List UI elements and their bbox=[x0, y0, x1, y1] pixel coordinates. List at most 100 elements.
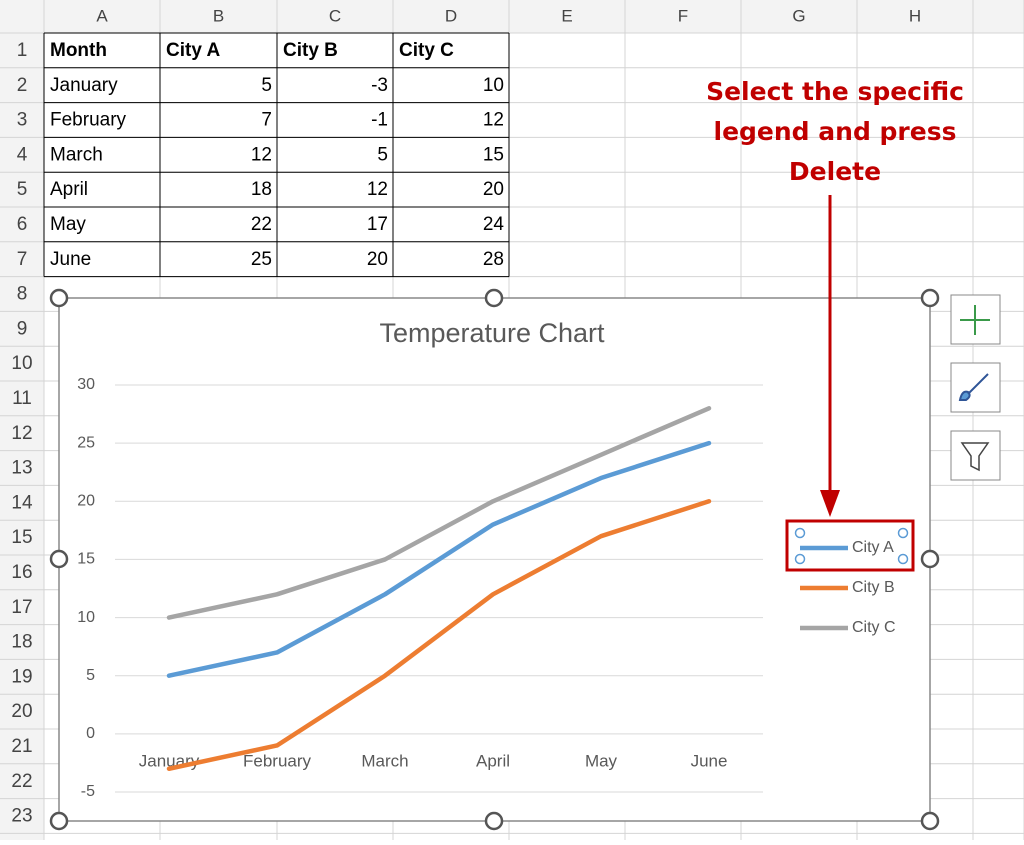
filter-icon bbox=[960, 442, 990, 472]
column-header: E bbox=[561, 6, 572, 25]
row-header: 3 bbox=[17, 110, 28, 131]
selection-handle bbox=[897, 553, 909, 565]
y-tick-label: 5 bbox=[86, 667, 95, 684]
arrow-head bbox=[820, 490, 840, 517]
table-cell: 28 bbox=[483, 249, 504, 270]
table-cell: 12 bbox=[251, 144, 272, 165]
series-line bbox=[166, 440, 712, 678]
legend-entry[interactable]: City B bbox=[852, 579, 895, 596]
table-cell: 20 bbox=[483, 179, 504, 200]
table-cell: June bbox=[50, 249, 91, 270]
table-cell: 10 bbox=[483, 75, 504, 96]
series-line bbox=[166, 406, 712, 620]
row-header: 7 bbox=[17, 249, 28, 270]
column-header-bar bbox=[0, 0, 1024, 33]
chart-handle bbox=[484, 811, 504, 831]
table-cell: 12 bbox=[483, 110, 504, 131]
table-cell: 17 bbox=[367, 214, 388, 235]
chart-handle bbox=[49, 811, 69, 831]
column-header: B bbox=[213, 6, 224, 25]
legend-entry[interactable]: City C bbox=[852, 619, 896, 636]
table-cell: April bbox=[50, 179, 88, 200]
y-tick-label: 0 bbox=[86, 725, 95, 742]
row-header: 13 bbox=[11, 458, 32, 479]
column-header: D bbox=[445, 6, 457, 25]
row-header: 1 bbox=[17, 40, 28, 61]
row-header: 5 bbox=[17, 179, 28, 200]
row-header: 6 bbox=[17, 214, 28, 235]
row-header: 8 bbox=[17, 284, 28, 305]
row-header: 19 bbox=[11, 666, 32, 687]
row-header: 14 bbox=[11, 492, 33, 513]
row-header: 20 bbox=[11, 701, 32, 722]
x-tick-label: February bbox=[243, 751, 312, 770]
row-header: 23 bbox=[11, 806, 32, 827]
row-header: 10 bbox=[11, 353, 32, 374]
chart-handle bbox=[920, 549, 940, 569]
row-header: 11 bbox=[12, 388, 32, 409]
column-header: F bbox=[678, 6, 688, 25]
row-header: 15 bbox=[11, 527, 32, 548]
selection-handle bbox=[897, 527, 909, 539]
selection-handle bbox=[794, 553, 806, 565]
table-cell: 18 bbox=[251, 179, 272, 200]
row-header: 18 bbox=[11, 632, 32, 653]
chart-handle bbox=[920, 811, 940, 831]
table-cell: 15 bbox=[483, 144, 504, 165]
row-header: 4 bbox=[17, 144, 28, 165]
brush-icon bbox=[958, 373, 989, 401]
table-header-cell: City B bbox=[283, 40, 338, 61]
y-tick-label: 10 bbox=[77, 609, 95, 626]
y-tick-label: 20 bbox=[77, 493, 95, 510]
annotation: Select the specific legend and press Del… bbox=[706, 77, 964, 186]
table-cell: 12 bbox=[367, 179, 388, 200]
table-cell: 22 bbox=[251, 214, 272, 235]
chart-title: Temperature Chart bbox=[379, 318, 605, 348]
table-cell: -3 bbox=[371, 75, 388, 96]
chart-handle bbox=[49, 288, 69, 308]
table-cell: 5 bbox=[261, 75, 272, 96]
row-header: 2 bbox=[17, 75, 28, 96]
row-header: 9 bbox=[17, 318, 28, 339]
table-cell: January bbox=[50, 75, 118, 96]
column-header: A bbox=[96, 6, 108, 25]
table-header-cell: Month bbox=[50, 40, 107, 61]
row-header: 12 bbox=[11, 423, 32, 444]
table-header-cell: City C bbox=[399, 40, 454, 61]
filter-button[interactable] bbox=[950, 430, 1001, 481]
row-header-bar bbox=[0, 0, 44, 840]
x-tick-label: May bbox=[585, 751, 618, 770]
column-header: H bbox=[909, 6, 921, 25]
row-header: 16 bbox=[11, 562, 32, 583]
y-tick-label: 25 bbox=[77, 434, 95, 451]
column-header: G bbox=[792, 6, 805, 25]
plus-icon bbox=[960, 305, 990, 335]
column-header: C bbox=[329, 6, 341, 25]
highlight-box bbox=[785, 519, 915, 572]
table-cell: 20 bbox=[367, 249, 388, 270]
legend-entry[interactable]: City A bbox=[852, 539, 894, 556]
table-cell: 25 bbox=[251, 249, 272, 270]
table-cell: 24 bbox=[483, 214, 505, 235]
chart-handle bbox=[920, 288, 940, 308]
table-cell: May bbox=[50, 214, 86, 235]
table-cell: 5 bbox=[377, 144, 388, 165]
chart-handle bbox=[49, 549, 69, 569]
series-line bbox=[166, 499, 712, 771]
y-tick-label: 30 bbox=[77, 376, 95, 393]
table-header-cell: City A bbox=[166, 40, 220, 61]
chart-handle bbox=[484, 288, 504, 308]
chart-buttons bbox=[950, 294, 1001, 481]
y-tick-label: -5 bbox=[81, 783, 95, 800]
x-tick-label: June bbox=[691, 751, 728, 770]
table-cell: March bbox=[50, 144, 103, 165]
row-header: 17 bbox=[11, 597, 32, 618]
x-tick-label: March bbox=[361, 751, 408, 770]
y-tick-label: 15 bbox=[77, 551, 95, 568]
table-cell: February bbox=[50, 110, 127, 131]
table-cell: -1 bbox=[371, 110, 388, 131]
x-tick-label: April bbox=[476, 751, 510, 770]
row-header: 22 bbox=[11, 771, 32, 792]
